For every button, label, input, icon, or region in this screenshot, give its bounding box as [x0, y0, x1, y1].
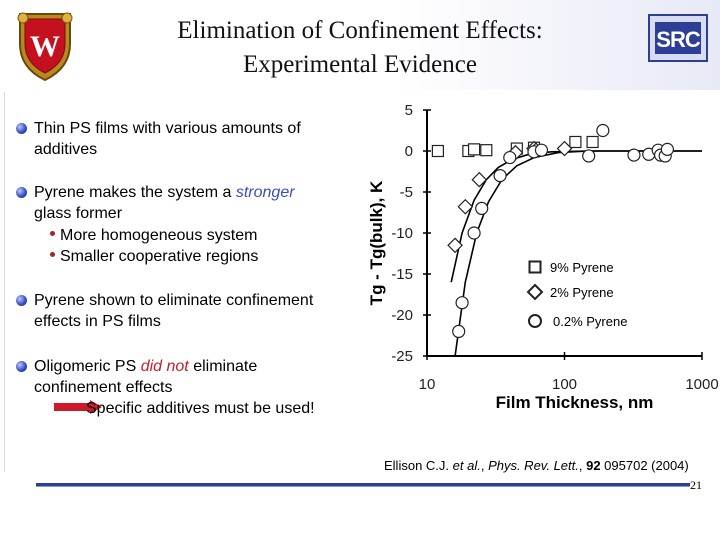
legend-marker-circle	[528, 314, 542, 328]
footer-divider-thin	[36, 486, 690, 487]
y-tick-label: -25	[391, 348, 413, 365]
bullet-text: glass former	[34, 205, 123, 222]
bullet-text: effects in PS films	[34, 313, 161, 330]
slide-title: Elimination of Confinement Effects: Expe…	[100, 14, 620, 82]
data-point-diamond	[471, 171, 488, 188]
data-point-circle	[660, 142, 674, 156]
x-tick-label: 10	[419, 376, 436, 393]
data-point-square	[431, 144, 444, 158]
data-point-square	[480, 144, 493, 157]
data-point-circle	[455, 296, 469, 310]
data-points	[431, 123, 674, 338]
legend-label: 0.2% Pyrene	[553, 314, 627, 329]
src-logo-icon: SRC	[648, 14, 708, 62]
sub-bullet-dot-icon	[50, 252, 55, 258]
red-arrow-icon	[54, 400, 102, 414]
data-point-square	[467, 143, 481, 156]
data-point-circle	[475, 201, 489, 216]
legend-label: 2% Pyrene	[550, 285, 614, 300]
page-number: 21	[690, 478, 702, 492]
data-point-circle	[534, 143, 549, 157]
bullet-text: Thin PS films with various amounts of	[34, 120, 301, 137]
x-tick-label: 100	[552, 376, 577, 393]
title-band	[0, 0, 720, 90]
data-point-circle	[452, 324, 466, 338]
title-line-1: Elimination of Confinement Effects:	[177, 17, 543, 44]
y-tick-label: 0	[405, 143, 413, 160]
bullet-dot-icon	[16, 123, 27, 134]
y-tick-label: 5	[405, 102, 413, 119]
fit-curve	[454, 150, 702, 357]
data-point-circle	[467, 226, 481, 240]
citation: Ellison C.J. et al., Phys. Rev. Lett., 9…	[384, 458, 689, 473]
data-point-circle	[493, 168, 507, 183]
data-point-diamond	[447, 237, 463, 254]
bullet-text: Oligomeric PS did not eliminate	[34, 358, 258, 375]
legend-marker-square	[528, 260, 542, 274]
sub-bullet: More homogeneous system	[50, 225, 257, 246]
x-tick-label: 1000	[685, 376, 718, 393]
y-axis-label: Tg - Tg(bulk), K	[367, 180, 386, 305]
chart-axes: 5 0 -5 -10 -15 -20 -25 10 100 1000	[391, 102, 718, 393]
legend-marker-diamond	[526, 283, 544, 301]
bullet-text: confinement effects	[34, 379, 173, 396]
y-tick-label: -20	[391, 307, 413, 324]
data-point-diamond	[457, 198, 474, 215]
footer-divider	[36, 483, 690, 486]
highlight-stronger: stronger	[235, 184, 295, 201]
data-point-square	[569, 135, 582, 149]
sub-bullet-dot-icon	[50, 231, 55, 237]
bullet-text: Pyrene shown to eliminate confinement	[34, 292, 314, 309]
data-point-circle	[582, 149, 596, 163]
y-tick-label: -10	[391, 225, 413, 242]
bullet-text: additives	[34, 141, 98, 158]
svg-text:SRC: SRC	[656, 27, 701, 52]
svg-text:W: W	[30, 30, 60, 63]
data-point-circle	[596, 123, 610, 138]
fit-curves	[450, 150, 702, 357]
university-crest-icon: W	[17, 12, 73, 82]
title-line-2: Experimental Evidence	[243, 51, 477, 78]
legend-label: 9% Pyrene	[550, 260, 614, 275]
tg-shift-chart: 5 0 -5 -10 -15 -20 -25 10 100 1000 9% Pyrene 2% Py…	[367, 102, 719, 412]
highlight-did-not: did not	[140, 358, 189, 375]
bullet-dot-icon	[16, 187, 27, 198]
y-tick-label: -15	[391, 266, 413, 283]
bullet-dot-icon	[16, 295, 27, 306]
bullet-text: Pyrene makes the system a stronger	[34, 184, 295, 201]
data-point-diamond	[556, 140, 573, 157]
data-point-circle	[503, 150, 517, 165]
data-point-circle	[627, 148, 641, 162]
left-divider	[4, 92, 5, 472]
data-point-square	[586, 135, 599, 149]
sub-bullet: Smaller cooperative regions	[50, 246, 258, 267]
x-axis-label: Film Thickness, nm	[496, 393, 654, 412]
bullet-text: Specific additives must be used!	[86, 400, 315, 417]
chart-legend: 9% Pyrene 2% Pyrene 0.2% Pyrene	[526, 260, 627, 329]
y-tick-label: -5	[400, 184, 413, 201]
bullet-dot-icon	[16, 361, 27, 372]
